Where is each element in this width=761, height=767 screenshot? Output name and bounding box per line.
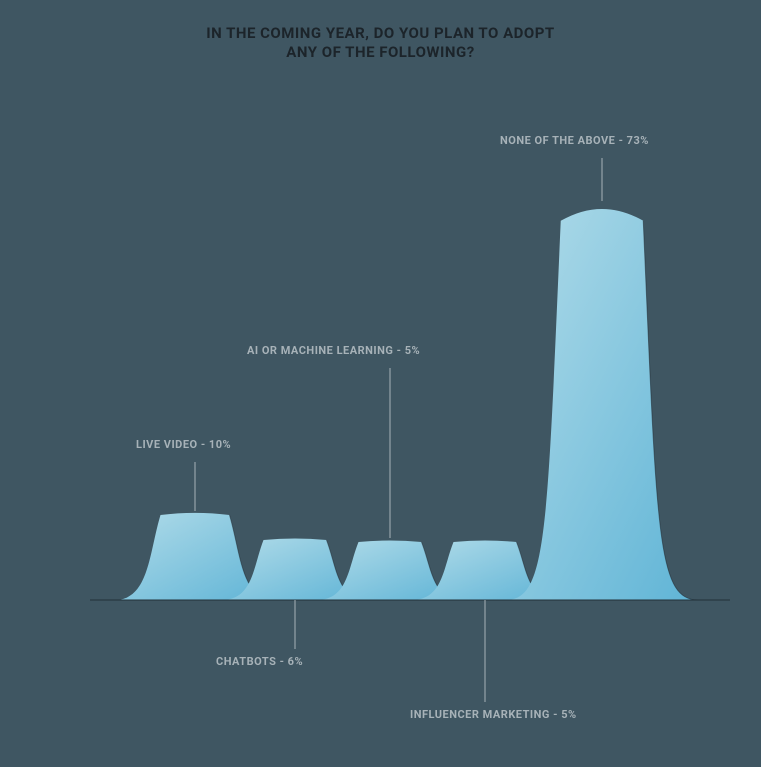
bump-chart: LIVE VIDEO - 10% CHATBOTS - 6% AI OR MACHI…	[0, 0, 761, 767]
label-influencer-marketing: INFLUENCER MARKETING - 5%	[410, 708, 577, 721]
label-chatbots: CHATBOTS - 6%	[216, 655, 303, 668]
label-live-video: LIVE VIDEO - 10%	[136, 438, 231, 451]
label-none-of-above: NONE OF THE ABOVE - 73%	[500, 134, 649, 147]
label-ai-ml: AI OR MACHINE LEARNING - 5%	[247, 344, 420, 357]
bump-none-of-above	[506, 209, 699, 600]
bumps-group	[115, 209, 699, 600]
